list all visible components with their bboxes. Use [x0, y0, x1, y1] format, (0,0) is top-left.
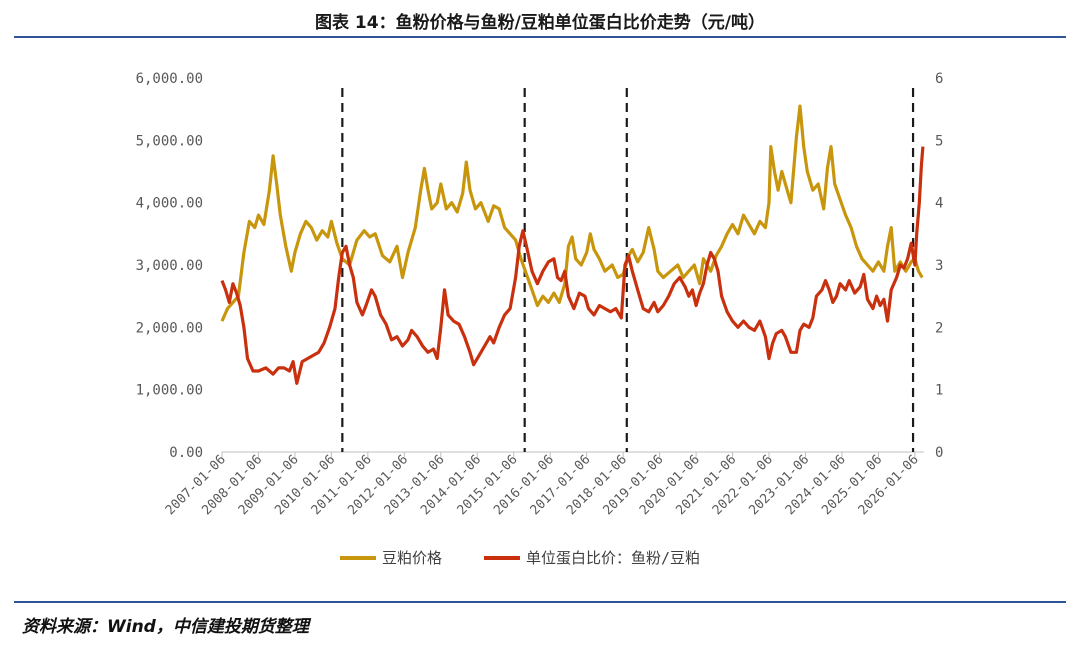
- source-note: 资料来源：Wind，中信建投期货整理: [22, 617, 309, 637]
- y-left-tick-label: 4,000.00: [136, 196, 203, 212]
- top-divider: [14, 36, 1066, 38]
- y-right-tick-label: 0: [935, 445, 943, 461]
- y-left-tick-label: 1,000.00: [136, 383, 203, 399]
- legend-label: 豆粕价格: [382, 549, 442, 567]
- y-left-tick-label: 5,000.00: [136, 133, 203, 149]
- chart-title: 图表 14：鱼粉价格与鱼粉/豆粕单位蛋白比价走势（元/吨）: [315, 13, 765, 33]
- y-right-tick-label: 5: [935, 133, 943, 149]
- y-left-tick-label: 0.00: [169, 445, 203, 461]
- series-line-protein-ratio: [220, 146, 925, 385]
- y-right-tick-label: 3: [935, 258, 943, 274]
- y-left-tick-label: 6,000.00: [136, 71, 203, 87]
- y-left-tick-label: 3,000.00: [136, 258, 203, 274]
- y-right-tick-label: 4: [935, 196, 943, 212]
- legend-label: 单位蛋白比价：鱼粉/豆粕: [526, 549, 700, 567]
- y-right-tick-label: 6: [935, 71, 943, 87]
- y-right-tick-label: 1: [935, 383, 943, 399]
- series-line-soymeal-price: [220, 104, 924, 322]
- y-left-tick-label: 2,000.00: [136, 320, 203, 336]
- y-right-tick-label: 2: [935, 320, 943, 336]
- bottom-divider: [14, 601, 1066, 603]
- chart: 0.00 1,000.00 2,000.00 3,000.00 4,000.00 5,00…: [136, 71, 944, 567]
